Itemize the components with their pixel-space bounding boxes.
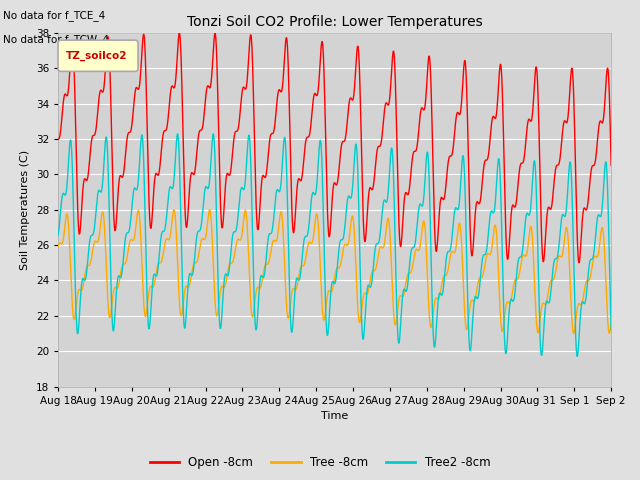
Text: TZ_soilco2: TZ_soilco2 [67, 50, 128, 61]
Legend: Open -8cm, Tree -8cm, Tree2 -8cm: Open -8cm, Tree -8cm, Tree2 -8cm [145, 452, 495, 474]
Text: No data for f_TCE_4: No data for f_TCE_4 [3, 10, 106, 21]
Y-axis label: Soil Temperatures (C): Soil Temperatures (C) [20, 150, 30, 270]
X-axis label: Time: Time [321, 411, 348, 421]
Title: Tonzi Soil CO2 Profile: Lower Temperatures: Tonzi Soil CO2 Profile: Lower Temperatur… [187, 15, 483, 29]
Text: No data for f_TCW_4: No data for f_TCW_4 [3, 34, 109, 45]
